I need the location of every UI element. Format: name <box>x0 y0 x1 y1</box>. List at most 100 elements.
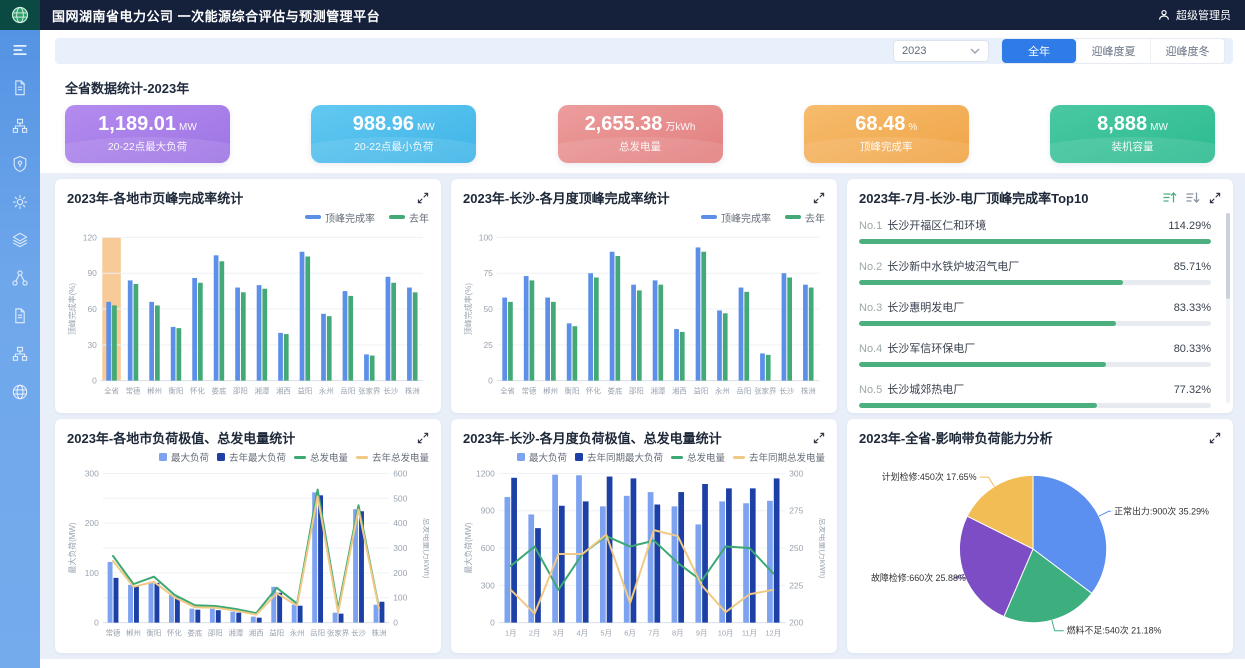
gear-icon[interactable] <box>8 190 32 214</box>
top10-row[interactable]: No.1 长沙开福区仁和环境 114.29% <box>859 217 1211 244</box>
kpi-unit: 万kWh <box>665 122 696 133</box>
svg-text:3月: 3月 <box>553 629 565 638</box>
rank-label: No.1 <box>859 220 883 232</box>
tab-summer-peak[interactable]: 迎峰度夏 <box>1076 39 1150 63</box>
panel-title: 2023年-各地市页峰完成率统计 <box>67 191 244 206</box>
legend-item[interactable]: 去年同期总发电量 <box>732 450 825 464</box>
sort-ascending-icon[interactable] <box>1163 191 1177 204</box>
svg-text:郴州: 郴州 <box>543 387 558 396</box>
svg-text:张家界: 张家界 <box>754 386 777 396</box>
expand-icon[interactable] <box>813 432 825 444</box>
svg-text:120: 120 <box>83 232 97 242</box>
expand-icon[interactable] <box>1209 432 1221 444</box>
progress-bar <box>859 362 1211 367</box>
svg-text:湘潭: 湘潭 <box>254 387 269 396</box>
progress-bar <box>859 321 1211 326</box>
svg-text:600: 600 <box>481 543 495 553</box>
layers-icon[interactable] <box>8 228 32 252</box>
svg-text:0: 0 <box>393 618 398 628</box>
plant-name: 长沙军信环保电厂 <box>887 343 976 355</box>
city-completion-bar-chart[interactable]: 0 30 60 90 120 顶峰完成率(%) 全省 常德 郴州 衡阳 怀化 娄底 邵阳 湘潭 湘西 益阳 永州… <box>67 225 429 401</box>
impact-pie-chart[interactable]: 正常出力:900次 35.29% 燃料不足:540次 21.18% 故障检修:660… <box>859 447 1221 645</box>
chart-legend: 最大负荷 去年最大负荷 总发电量 去年总发电量 <box>67 449 429 465</box>
globe-icon[interactable] <box>8 380 32 404</box>
svg-text:常德: 常德 <box>126 386 141 396</box>
tab-full-year[interactable]: 全年 <box>1002 39 1076 63</box>
scrollbar[interactable] <box>1226 213 1230 403</box>
sort-descending-icon[interactable] <box>1186 191 1200 204</box>
legend-item[interactable]: 去年 <box>389 210 429 225</box>
document-icon[interactable] <box>8 76 32 100</box>
expand-icon[interactable] <box>813 192 825 204</box>
svg-text:200: 200 <box>85 518 99 528</box>
globe-logo-icon <box>11 6 29 24</box>
svg-text:娄底: 娄底 <box>212 386 227 396</box>
svg-text:长沙: 长沙 <box>383 386 398 396</box>
svg-text:50: 50 <box>483 304 493 314</box>
rank-label: No.2 <box>859 261 883 273</box>
svg-text:燃料不足:540次 21.18%: 燃料不足:540次 21.18% <box>1067 625 1162 636</box>
expand-icon[interactable] <box>1209 192 1221 204</box>
expand-icon[interactable] <box>417 192 429 204</box>
legend-item[interactable]: 顶峰完成率 <box>701 210 771 225</box>
shield-icon[interactable] <box>8 152 32 176</box>
completion-value: 114.29% <box>1168 220 1211 232</box>
progress-bar <box>859 280 1211 285</box>
rank-label: No.5 <box>859 384 883 396</box>
svg-text:90: 90 <box>87 268 97 278</box>
kpi-unit: % <box>908 122 918 133</box>
kpi-value: 8,888 <box>1097 113 1148 135</box>
svg-text:250: 250 <box>789 543 803 553</box>
year-select[interactable]: 2023 <box>893 40 989 62</box>
document-icon[interactable] <box>8 304 32 328</box>
svg-text:300: 300 <box>85 468 99 478</box>
changsha-completion-bar-chart[interactable]: 0 25 50 75 100 顶峰完成率(%) 全省 常德 郴州 衡阳 怀化 娄底 邵阳 湘潭 湘西 益阳 永州… <box>463 225 825 401</box>
tab-winter-peak[interactable]: 迎峰度冬 <box>1150 39 1224 63</box>
filter-bar: 2023 全年 迎峰度夏 迎峰度冬 <box>55 38 1233 64</box>
progress-bar <box>859 239 1211 244</box>
svg-text:最大负荷(MW): 最大负荷(MW) <box>463 522 473 573</box>
kpi-label: 20-22点最小负荷 <box>354 141 434 153</box>
completion-value: 83.33% <box>1173 302 1211 314</box>
user-menu[interactable]: 超级管理员 <box>1157 7 1231 23</box>
top10-row[interactable]: No.3 长沙惠明发电厂 83.33% <box>859 299 1211 326</box>
expand-icon[interactable] <box>417 432 429 444</box>
menu-icon[interactable] <box>8 38 32 62</box>
svg-text:200: 200 <box>393 568 407 578</box>
legend-item[interactable]: 顶峰完成率 <box>305 210 375 225</box>
sitemap-icon[interactable] <box>8 114 32 138</box>
share-nodes-icon[interactable] <box>8 266 32 290</box>
legend-item[interactable]: 去年总发电量 <box>355 450 429 464</box>
panel-top10: 2023年-7月-长沙-电厂顶峰完成率Top10 <box>847 179 1233 413</box>
legend-item[interactable]: 总发电量 <box>670 450 725 464</box>
svg-text:225: 225 <box>789 580 803 590</box>
section-title: 全省数据统计-2023年 <box>65 81 190 96</box>
city-load-combo-chart[interactable]: 0 100 200 300 400 500 600 0 100 200 300 最大负荷(MW) 总发电… <box>67 465 429 641</box>
legend-item[interactable]: 总发电量 <box>293 450 348 464</box>
legend-item[interactable]: 最大负荷 <box>516 450 567 464</box>
top10-row[interactable]: No.2 长沙新中水铁炉坡沼气电厂 85.71% <box>859 258 1211 285</box>
chart-legend: 最大负荷 去年同期最大负荷 总发电量 去年同期总发电量 <box>463 449 825 465</box>
svg-text:30: 30 <box>87 340 97 350</box>
legend-item[interactable]: 最大负荷 <box>158 450 209 464</box>
legend-item[interactable]: 去年最大负荷 <box>216 450 286 464</box>
svg-text:75: 75 <box>483 268 493 278</box>
svg-text:100: 100 <box>479 232 493 242</box>
legend-item[interactable]: 去年同期最大负荷 <box>574 450 663 464</box>
kpi-card-min-load: 988.96 MW 20-22点最小负荷 <box>311 105 477 163</box>
svg-text:湘潭: 湘潭 <box>228 629 243 638</box>
rank-label: No.3 <box>859 302 883 314</box>
changsha-load-combo-chart[interactable]: 200 225 250 275 300 0 300 600 900 1200 最大负荷(MW) 总发电… <box>463 465 825 641</box>
top10-row[interactable]: No.5 长沙城郊热电厂 77.32% <box>859 381 1211 408</box>
legend-item[interactable]: 去年 <box>785 210 825 225</box>
kpi-card-capacity: 8,888 MW 装机容量 <box>1050 105 1215 163</box>
sitemap-icon[interactable] <box>8 342 32 366</box>
kpi-value: 988.96 <box>352 113 414 135</box>
panel-title: 2023年-长沙-各月度负荷极值、总发电量统计 <box>463 431 722 446</box>
top10-row[interactable]: No.4 长沙军信环保电厂 80.33% <box>859 340 1211 367</box>
svg-text:衡阳: 衡阳 <box>169 386 184 396</box>
svg-text:永州: 永州 <box>319 386 334 396</box>
kpi-card-peak-rate: 68.48% 顶峰完成率 <box>803 105 969 163</box>
svg-text:衡阳: 衡阳 <box>565 386 580 396</box>
